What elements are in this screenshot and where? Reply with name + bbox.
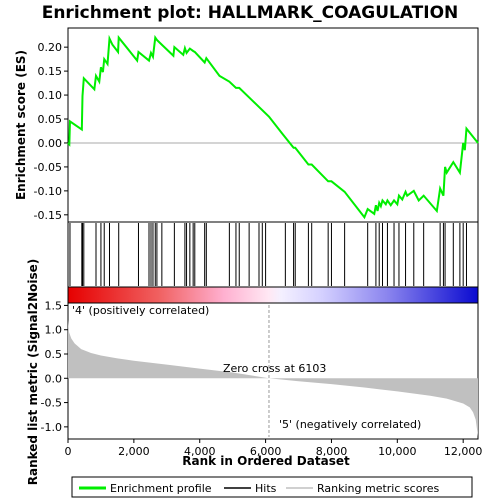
- x-tick-label: 10,000: [378, 445, 417, 458]
- x-tick-label: 6,000: [250, 445, 282, 458]
- metric-y-tick-label: 1.0: [45, 324, 63, 337]
- rank-x-axis-label: Rank in Ordered Dataset: [182, 454, 350, 468]
- x-tick-label: 2,000: [118, 445, 150, 458]
- metric-y-tick-label: 0.5: [45, 348, 63, 361]
- es-y-tick-label: -0.15: [34, 209, 62, 222]
- metric-y-axis: 1.5 1.0 0.5 0.0 -0.5 -1.0: [41, 299, 68, 434]
- legend: Enrichment profile Hits Ranking metric s…: [71, 476, 473, 498]
- hit-markers: [69, 223, 467, 286]
- metric-y-tick-label: 0.0: [45, 372, 63, 385]
- legend-frame: [71, 476, 473, 498]
- x-tick-label: 8,000: [316, 445, 348, 458]
- es-panel-frame: [67, 27, 479, 223]
- es-y-tick-label: 0.10: [38, 89, 63, 102]
- es-y-tick-label: -0.10: [34, 185, 62, 198]
- rank-color-bar: [67, 286, 479, 304]
- es-panel: 0.20 0.15 0.10 0.05 0.00 -0.05 -0.10 -0.15 Enri…: [14, 27, 479, 223]
- legend-enrichment-label: Enrichment profile: [110, 482, 212, 495]
- rank-x-axis: 0 2,000 4,000 6,000 8,000 10,000 12,000: [65, 439, 483, 458]
- chart-title: Enrichment plot: HALLMARK_COAGULATION: [42, 3, 459, 23]
- metric-y-tick-label: -0.5: [41, 397, 62, 410]
- zero-cross-annotation: Zero cross at 6103: [223, 362, 326, 375]
- es-y-axis: 0.20 0.15 0.10 0.05 0.00 -0.05 -0.10 -0.15: [34, 41, 68, 222]
- positive-correlation-label: '4' (positively correlated): [72, 304, 209, 317]
- hits-panel: [67, 221, 479, 288]
- enrichment-profile-line: [67, 34, 479, 220]
- es-y-tick-label: 0.05: [38, 113, 63, 126]
- x-tick-label: 12,000: [444, 445, 483, 458]
- es-y-axis-label: Enrichment score (ES): [14, 50, 28, 200]
- x-tick-label: 0: [65, 445, 72, 458]
- es-y-tick-label: -0.05: [34, 161, 62, 174]
- hits-panel-frame: [67, 221, 479, 288]
- es-y-tick-label: 0.00: [38, 137, 63, 150]
- metric-y-tick-label: -1.0: [41, 421, 62, 434]
- es-y-tick-label: 0.15: [38, 65, 63, 78]
- legend-hits-label: Hits: [255, 482, 277, 495]
- metric-panel: 1.5 1.0 0.5 0.0 -0.5 -1.0 0 2,000 4,000 6,000 8,0…: [26, 259, 482, 486]
- metric-area: [68, 320, 478, 437]
- es-y-tick-label: 0.20: [38, 41, 63, 54]
- metric-y-axis-label: Ranked list metric (Signal2Noise): [26, 259, 40, 486]
- metric-y-tick-label: 1.5: [45, 299, 63, 312]
- x-tick-label: 4,000: [184, 445, 216, 458]
- legend-metric-label: Ranking metric scores: [317, 482, 439, 495]
- negative-correlation-label: '5' (negatively correlated): [279, 418, 421, 431]
